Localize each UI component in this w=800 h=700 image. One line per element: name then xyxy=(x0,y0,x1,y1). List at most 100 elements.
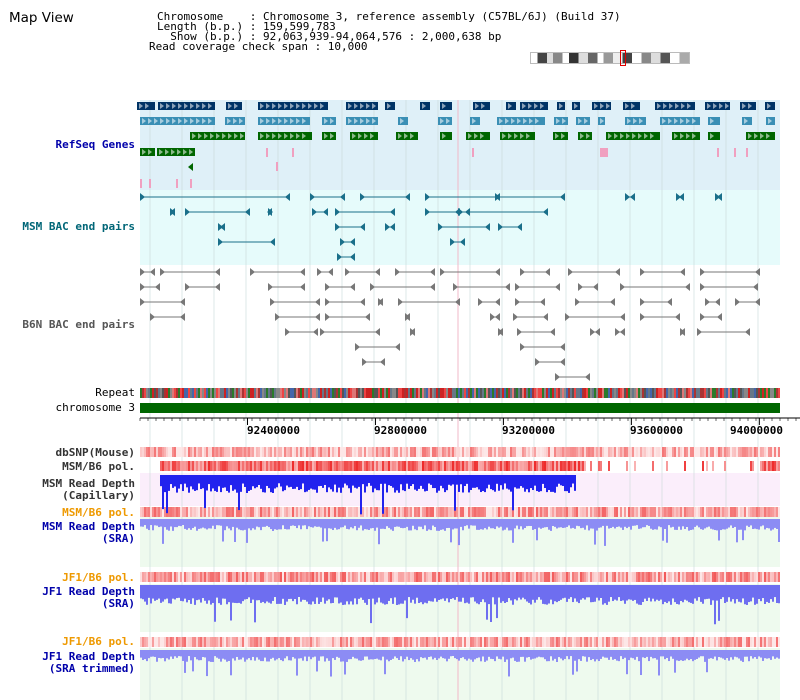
read-depth-bar xyxy=(516,519,518,526)
polymorphism-cell xyxy=(224,572,226,582)
read-depth-bar xyxy=(340,650,342,662)
read-depth-bar xyxy=(510,475,512,492)
polymorphism-cell xyxy=(634,637,636,647)
polymorphism-cell xyxy=(506,461,508,471)
read-depth-bar xyxy=(218,585,220,604)
read-depth-bar xyxy=(306,650,308,662)
polymorphism-cell xyxy=(590,572,592,582)
read-depth-bar xyxy=(184,650,186,673)
polymorphism-cell xyxy=(510,461,512,471)
polymorphism-cell xyxy=(356,461,358,471)
track-label-refseq[interactable]: RefSeq Genes xyxy=(55,138,135,151)
polymorphism-cell xyxy=(204,507,206,517)
read-depth-bar xyxy=(350,519,352,528)
read-depth-bar xyxy=(172,475,174,488)
read-depth-bar xyxy=(636,650,638,657)
polymorphism-cell xyxy=(326,637,328,647)
read-depth-bar xyxy=(466,650,468,661)
read-depth-bar xyxy=(288,519,290,530)
repeat-block xyxy=(726,388,728,398)
polymorphism-cell xyxy=(280,447,282,457)
read-depth-bar xyxy=(274,475,276,489)
read-depth-bar xyxy=(654,519,656,530)
polymorphism-cell xyxy=(146,637,148,647)
polymorphism-cell xyxy=(412,572,414,582)
polymorphism-cell xyxy=(680,507,682,517)
polymorphism-cell xyxy=(430,461,432,471)
polymorphism-cell xyxy=(382,447,384,457)
polymorphism-cell xyxy=(310,507,312,517)
polymorphism-cell xyxy=(506,572,508,582)
bac-end xyxy=(250,268,255,276)
bac-end xyxy=(360,193,365,201)
polymorphism-cell xyxy=(150,447,152,457)
read-depth-bar xyxy=(680,585,682,601)
polymorphism-cell xyxy=(554,447,556,457)
chromosome-ideogram[interactable] xyxy=(530,52,690,64)
bac-end xyxy=(585,373,590,381)
polymorphism-cell xyxy=(240,572,242,582)
read-depth-bar xyxy=(184,519,186,529)
polymorphism-cell xyxy=(742,572,744,582)
polymorphism-cell xyxy=(610,637,612,647)
polymorphism-cell xyxy=(234,572,236,582)
polymorphism-cell xyxy=(408,572,410,582)
polymorphism-cell xyxy=(640,447,642,457)
read-depth-bar xyxy=(394,519,396,527)
read-depth-bar xyxy=(300,519,302,530)
gene-arrow xyxy=(216,133,220,139)
polymorphism-cell xyxy=(762,507,764,517)
gene-arrow xyxy=(669,103,673,109)
gene-arrow xyxy=(314,103,318,109)
gene-arrow xyxy=(228,133,232,139)
read-depth-bar xyxy=(632,519,634,526)
gene-arrow xyxy=(440,118,444,124)
read-depth-bar xyxy=(772,519,774,530)
polymorphism-cell xyxy=(266,461,268,471)
polymorphism-cell xyxy=(446,507,448,517)
repeat-block xyxy=(162,388,164,398)
repeat-block xyxy=(448,388,450,398)
polymorphism-cell xyxy=(346,572,348,582)
read-depth-bar xyxy=(294,519,296,526)
repeat-block xyxy=(300,388,302,398)
bac-end xyxy=(640,298,645,306)
read-depth-bar xyxy=(708,585,710,599)
polymorphism-cell xyxy=(468,461,470,471)
polymorphism-cell xyxy=(610,572,612,582)
read-depth-bar xyxy=(400,650,402,657)
polymorphism-cell xyxy=(496,637,498,647)
gene-arrow xyxy=(354,118,358,124)
polymorphism-cell xyxy=(162,507,164,517)
track-label-msm-bac[interactable]: MSM BAC end pairs xyxy=(22,220,135,233)
read-depth-bar xyxy=(160,519,162,527)
read-depth-bar xyxy=(156,650,158,662)
repeat-block xyxy=(190,388,192,398)
polymorphism-cell xyxy=(234,637,236,647)
track-label-b6n-bac[interactable]: B6N BAC end pairs xyxy=(22,318,135,331)
polymorphism-cell xyxy=(758,447,760,457)
polymorphism-cell xyxy=(548,461,550,471)
read-depth-bar xyxy=(248,650,250,659)
polymorphism-cell xyxy=(606,447,608,457)
polymorphism-cell xyxy=(482,447,484,457)
read-depth-bar xyxy=(250,650,252,661)
read-depth-bar xyxy=(264,475,266,493)
repeat-block xyxy=(348,388,350,398)
polymorphism-cell xyxy=(538,447,540,457)
polymorphism-cell xyxy=(518,572,520,582)
polymorphism-cell xyxy=(380,447,382,457)
polymorphism-cell xyxy=(552,507,554,517)
bac-end xyxy=(460,238,465,246)
bac-end xyxy=(390,208,395,216)
polymorphism-cell xyxy=(290,572,292,582)
read-depth-bar xyxy=(332,585,334,603)
read-depth-bar xyxy=(360,475,362,515)
polymorphism-cell xyxy=(746,572,748,582)
polymorphism-cell xyxy=(404,507,406,517)
polymorphism-cell xyxy=(354,447,356,457)
polymorphism-cell xyxy=(180,447,182,457)
gene-arrow xyxy=(710,133,714,139)
polymorphism-cell xyxy=(550,461,552,471)
